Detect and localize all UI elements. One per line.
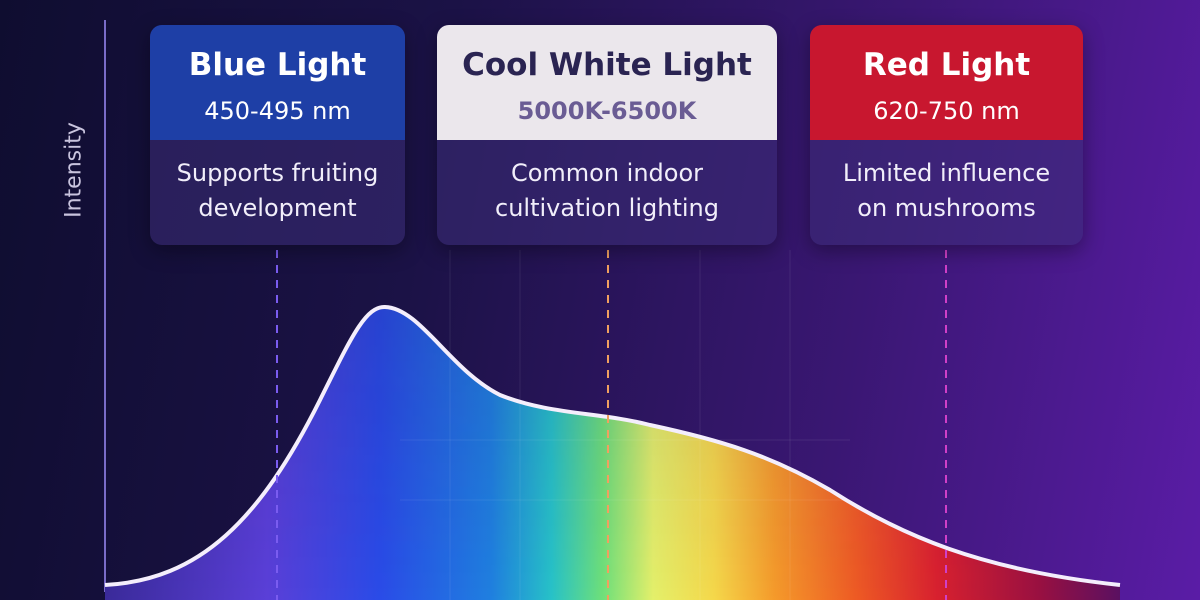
- spectrum-area: [105, 306, 1120, 600]
- card-header: Blue Light 450-495 nm: [150, 25, 405, 140]
- card-title: Cool White Light: [462, 47, 752, 83]
- description-line: cultivation lighting: [495, 194, 719, 222]
- red-card: Red Light 620-750 nm Limited influence o…: [810, 25, 1083, 245]
- description-line: development: [198, 194, 357, 222]
- card-description: Common indoor cultivation lighting: [437, 140, 777, 226]
- card-range: 450-495 nm: [204, 97, 351, 125]
- card-range: 5000K-6500K: [517, 97, 697, 125]
- blue-card: Blue Light 450-495 nm Supports fruiting …: [150, 25, 405, 245]
- card-description: Limited influence on mushrooms: [810, 140, 1083, 226]
- description-line: Common indoor: [510, 159, 704, 187]
- card-header: Red Light 620-750 nm: [810, 25, 1083, 140]
- description-line: on mushrooms: [857, 194, 1036, 222]
- spectrum-curve: [104, 304, 1121, 587]
- axis-label: Intensity: [61, 122, 87, 218]
- card-description: Supports fruiting development: [150, 140, 405, 226]
- card-title: Blue Light: [188, 47, 367, 83]
- card-range: 620-750 nm: [873, 97, 1020, 125]
- grid: [400, 250, 850, 600]
- description-line: Limited influence: [842, 159, 1051, 187]
- description-line: Supports fruiting: [176, 159, 379, 187]
- white-card: Cool White Light 5000K-6500K Common indo…: [437, 25, 777, 245]
- card-header: Cool White Light 5000K-6500K: [437, 25, 777, 140]
- card-title: Red Light: [862, 47, 1031, 83]
